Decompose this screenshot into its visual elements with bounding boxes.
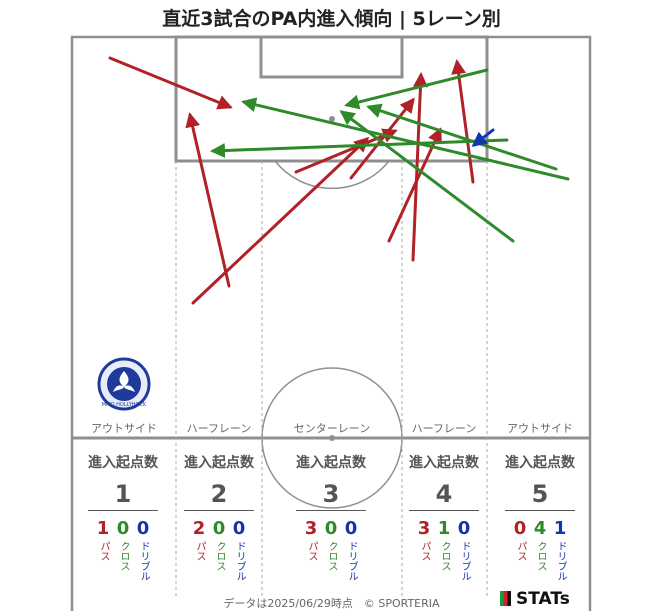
pass-label: パス — [515, 541, 526, 561]
goal-area — [259, 35, 404, 79]
pass-label: パス — [306, 541, 317, 561]
dribble-count: 0 — [232, 518, 246, 539]
cross-count: 0 — [324, 518, 338, 539]
divider — [184, 510, 254, 511]
stats-header: 進入起点数 — [88, 455, 158, 471]
divider — [88, 510, 158, 511]
dribble-label: ドリブル — [346, 541, 357, 581]
cross-arrow-10 — [210, 138, 509, 159]
divider — [409, 510, 479, 511]
penalty-arc — [274, 160, 390, 190]
stats-brand-text: STATs — [516, 589, 570, 609]
pass-count: 1 — [96, 518, 110, 539]
cross-count: 0 — [212, 518, 226, 539]
cross-count: 4 — [533, 518, 547, 539]
cross-arrow-9 — [344, 68, 489, 110]
pass-arrow-8 — [451, 59, 475, 184]
dribble-count: 1 — [553, 518, 567, 539]
pass-label: パス — [419, 541, 430, 561]
penalty-spot — [329, 116, 335, 122]
stats-header: 進入起点数 — [184, 455, 254, 471]
lane-stats-3: 進入起点数 3 3 パス 0 クロス 0 ドリブル — [281, 452, 381, 581]
lane-stats-1: 進入起点数 1 1 パス 0 クロス 0 ドリブル — [73, 452, 173, 581]
lane-stats-5: 進入起点数 5 0 パス 4 クロス 1 ドリブル — [490, 452, 590, 581]
stats-logo-icon — [500, 591, 511, 606]
center-circle-bottom — [261, 437, 403, 509]
cross-count: 1 — [437, 518, 451, 539]
dribble-label: ドリブル — [234, 541, 245, 581]
stats-logo: STATs — [500, 589, 570, 609]
lane-stats-4: 進入起点数 4 3 パス 1 クロス 0 ドリブル — [394, 452, 494, 581]
stats-header: 進入起点数 — [409, 455, 479, 471]
pass-arrow-2 — [185, 112, 231, 288]
dribble-label: ドリブル — [138, 541, 149, 581]
dribble-count: 0 — [136, 518, 150, 539]
lane-stats-2: 進入起点数 2 2 パス 0 クロス 0 ドリブル — [169, 452, 269, 581]
entry-arrows — [108, 56, 570, 305]
lane-label-2: ハーフレーン — [186, 422, 252, 435]
pass-arrow-3 — [191, 136, 370, 305]
dribble-arrow-14 — [471, 128, 495, 147]
dribble-label: ドリブル — [459, 541, 470, 581]
mito-hollyhock-crest-icon: MITO HOLLYHOCK — [97, 357, 151, 411]
cross-label: クロス — [214, 541, 225, 571]
cross-arrow-13 — [339, 110, 515, 243]
dribble-label: ドリブル — [555, 541, 566, 581]
pass-arrow-6 — [387, 127, 442, 243]
center-spot — [329, 435, 335, 441]
lane-label-4: ハーフレーン — [411, 422, 477, 435]
lane-label-1: アウトサイド — [91, 422, 157, 435]
stats-header: 進入起点数 — [505, 455, 575, 471]
lane-label-5: アウトサイド — [507, 422, 573, 435]
pass-count: 0 — [513, 518, 527, 539]
cross-label: クロス — [118, 541, 129, 571]
pass-count: 3 — [417, 518, 431, 539]
cross-label: クロス — [439, 541, 450, 571]
lane-number: 1 — [114, 480, 132, 508]
svg-text:MITO HOLLYHOCK: MITO HOLLYHOCK — [102, 402, 147, 408]
divider — [505, 510, 575, 511]
pass-label: パス — [98, 541, 109, 561]
pass-arrow-4 — [294, 128, 398, 174]
pass-label: パス — [194, 541, 205, 561]
cross-arrow-11 — [366, 103, 558, 171]
footer-note: データは2025/06/29時点 © SPORTERIA — [223, 597, 440, 610]
page-title: 直近3試合のPA内進入傾向 | 5レーン別 — [162, 8, 501, 30]
center-circle-top — [261, 367, 403, 439]
lane-number: 3 — [322, 480, 340, 508]
divider — [296, 510, 366, 511]
pass-arrow-1 — [108, 56, 233, 110]
pass-arrow-5 — [349, 97, 415, 180]
cross-label: クロス — [535, 541, 546, 571]
pass-count: 2 — [192, 518, 206, 539]
lane-number: 2 — [210, 480, 228, 508]
cross-label: クロス — [326, 541, 337, 571]
lane-number: 5 — [531, 480, 549, 508]
lane-label-3: センターレーン — [293, 422, 371, 435]
pass-count: 3 — [304, 518, 318, 539]
cross-arrow-12 — [241, 97, 570, 181]
dribble-count: 0 — [457, 518, 471, 539]
dribble-count: 0 — [344, 518, 358, 539]
lane-number: 4 — [435, 480, 453, 508]
stats-header: 進入起点数 — [296, 455, 366, 471]
cross-count: 0 — [116, 518, 130, 539]
